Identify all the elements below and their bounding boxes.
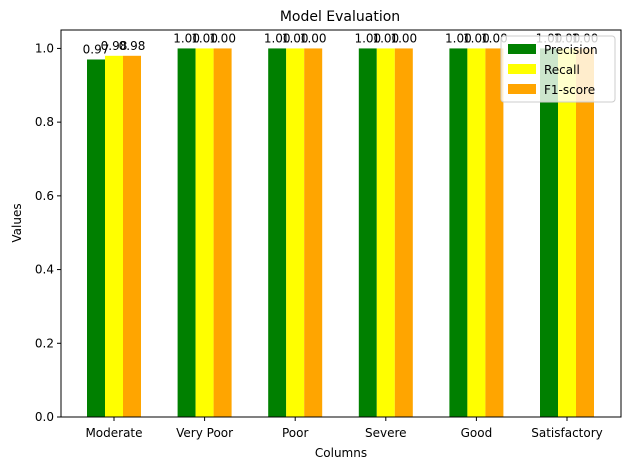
bar-precision-severe (358, 48, 377, 418)
bar-value-label: 0.97 (83, 42, 110, 56)
y-axis: 0.0 0.2 0.4 0.6 0.8 1.0 (35, 41, 61, 424)
bar-value-label: 1.00 (445, 31, 472, 45)
y-tick-label: 0.0 (35, 410, 54, 424)
x-axis: Moderate Very Poor Poor Severe Good Satisfact… (85, 417, 603, 440)
bar-value-label: 1.00 (390, 31, 417, 45)
legend-swatch (508, 44, 536, 54)
bar-value-label: 1.00 (209, 31, 236, 45)
bar-value-label: 1.00 (354, 31, 381, 45)
bar-f1-score-very-poor (213, 48, 232, 418)
bar-value-label: 1.00 (463, 31, 490, 45)
bar-recall-very-poor (195, 48, 214, 418)
bar-value-label: 0.98 (119, 39, 146, 53)
x-tick-label: Satisfactory (531, 426, 603, 440)
bar-f1-score-severe (394, 48, 413, 418)
bar-recall-good (467, 48, 486, 418)
bar-recall-moderate (105, 55, 123, 418)
x-tick-label: Good (461, 426, 493, 440)
bar-precision-poor (268, 48, 287, 418)
y-tick-label: 1.0 (35, 41, 54, 55)
bar-f1-score-moderate (123, 55, 141, 418)
x-tick-label: Very Poor (176, 426, 233, 440)
legend-entry: Precision (544, 43, 598, 57)
bar-precision-satisfactory (540, 48, 558, 418)
y-tick-label: 0.4 (35, 263, 54, 277)
x-axis-label: Columns (315, 446, 367, 460)
bar-precision-good (449, 48, 468, 418)
bar-recall-satisfactory (558, 48, 576, 418)
bar-recall-severe (376, 48, 395, 418)
bar-value-label: 1.00 (173, 31, 200, 45)
x-tick-label: Severe (365, 426, 407, 440)
bars-group (87, 48, 594, 418)
bar-value-label: 0.98 (101, 39, 128, 53)
bar-labels-group: 0.970.980.981.001.001.00 1.001.001.00 1.00… (83, 31, 599, 56)
bar-f1-score-good (485, 48, 504, 418)
x-tick-label: Moderate (85, 426, 142, 440)
bar-value-label: 1.00 (282, 31, 309, 45)
legend: Precision Recall F1-score (500, 35, 616, 103)
legend-swatch (508, 64, 536, 74)
legend-entry: F1-score (544, 83, 595, 97)
legend-swatch (508, 84, 536, 94)
bar-precision-moderate (87, 59, 105, 417)
bar-value-label: 1.00 (264, 31, 291, 45)
bar-value-label: 1.00 (191, 31, 218, 45)
y-axis-label: Values (10, 203, 24, 242)
chart-title: Model Evaluation (280, 9, 400, 25)
y-tick-label: 0.2 (35, 336, 54, 350)
bar-recall-poor (286, 48, 305, 418)
legend-entry: Recall (544, 63, 580, 77)
bar-precision-very-poor (177, 48, 196, 418)
bar-value-label: 1.00 (300, 31, 327, 45)
x-tick-label: Poor (282, 426, 308, 440)
y-tick-label: 0.8 (35, 115, 54, 129)
bar-value-label: 1.00 (372, 31, 399, 45)
y-tick-label: 0.6 (35, 189, 54, 203)
bar-f1-score-poor (304, 48, 323, 418)
bar-f1-score-satisfactory (576, 48, 594, 418)
plot-frame (60, 29, 622, 418)
